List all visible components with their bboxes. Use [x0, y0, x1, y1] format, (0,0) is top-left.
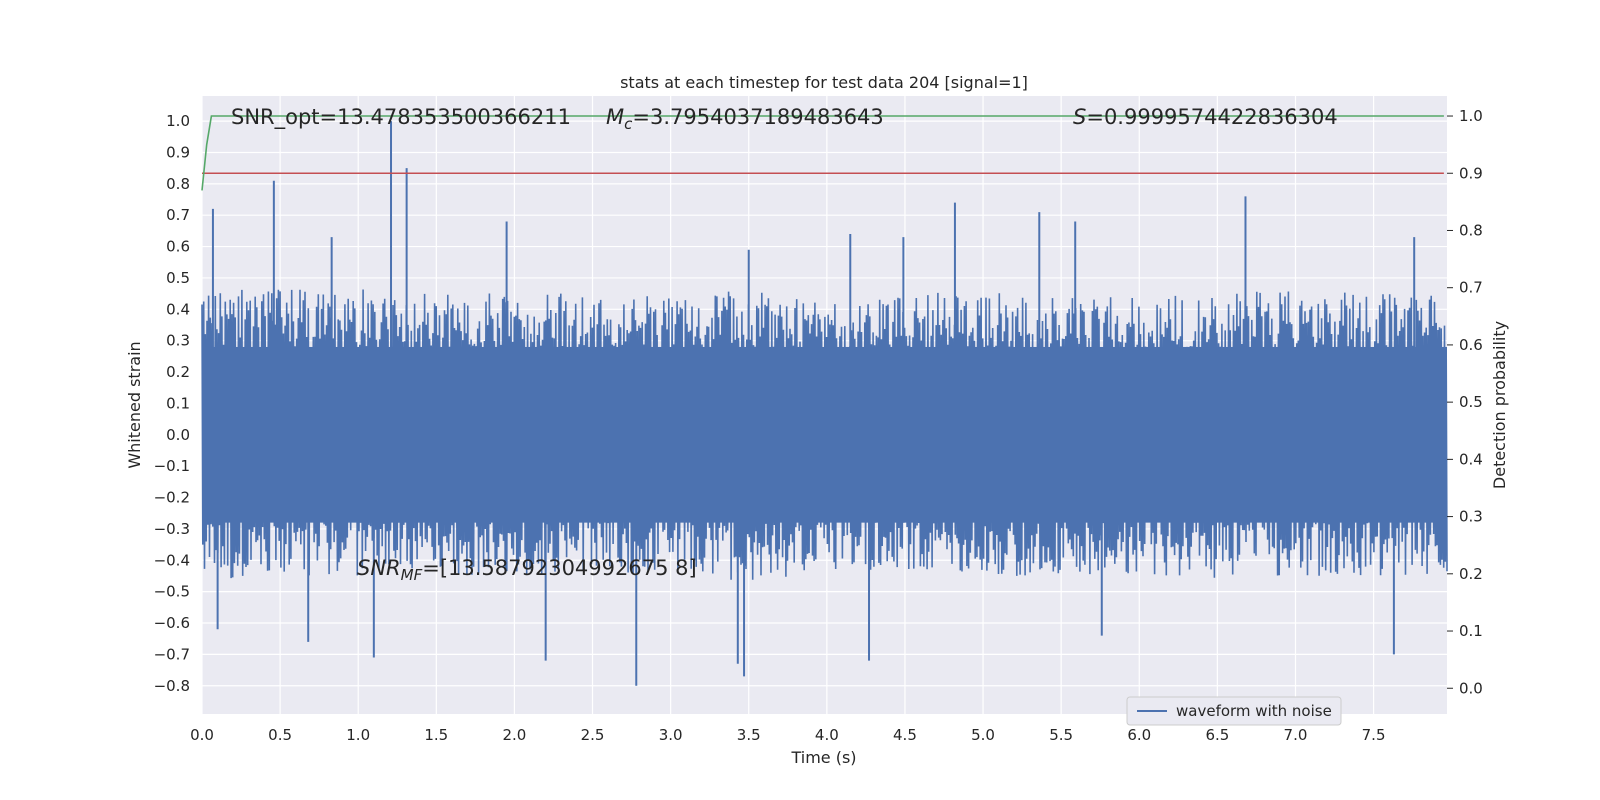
y-left-tick-label: 0.8	[166, 175, 190, 193]
y-axis-right-label: Detection probability	[1490, 321, 1509, 489]
x-tick-label: 1.0	[346, 726, 370, 744]
x-tick-label: 2.0	[502, 726, 526, 744]
y-right-tick-label: 0.7	[1459, 279, 1483, 297]
x-tick-label: 5.5	[1049, 726, 1073, 744]
x-tick-label: 0.0	[190, 726, 214, 744]
x-tick-label: 4.5	[893, 726, 917, 744]
y-right-tick-label: 0.1	[1459, 622, 1483, 640]
legend-label: waveform with noise	[1176, 702, 1332, 720]
waveform-core	[202, 346, 1447, 523]
detection-probability-line	[201, 115, 1444, 191]
annotation-snr-mf-value: =[13.58792304992675 8]	[422, 556, 696, 580]
x-tick-label: 3.5	[737, 726, 761, 744]
y-left-tick-label: 0.5	[166, 269, 190, 287]
y-left-tick-label: 0.2	[166, 363, 190, 381]
legend-box	[1126, 696, 1342, 726]
y-right-tick-label: 0.9	[1459, 164, 1483, 182]
y-left-tick-label: 0.1	[166, 394, 190, 412]
y-left-tick-label: 0.3	[166, 332, 190, 350]
x-tick-label: 5.0	[971, 726, 995, 744]
annotation-chirp-mass-subscript: c	[624, 115, 633, 133]
y-left-tick-label: −0.6	[154, 614, 190, 632]
y-right-tick-label: 0.4	[1459, 450, 1483, 468]
y-left-tick-label: −0.1	[154, 457, 190, 475]
annotation-snr-opt: SNR_opt=13.478353500366211	[231, 105, 571, 130]
series-detection-probability	[201, 115, 1444, 191]
y-left-tick-label: 0.7	[166, 206, 190, 224]
x-tick-label: 6.0	[1127, 726, 1151, 744]
y-axis-left-label: Whitened strain	[125, 341, 144, 468]
annotation-snr-mf-subscript: MF	[401, 566, 423, 584]
annotation-chirp-mass: Mc=3.7954037189483643	[606, 105, 884, 133]
annotation-score-symbol: S	[1073, 105, 1086, 129]
annotation-chirp-mass-symbol: M	[606, 105, 624, 129]
annotation-snr-mf: SNRMF=[13.58792304992675 8]	[357, 556, 697, 584]
y-right-tick-label: 0.2	[1459, 565, 1483, 583]
x-tick-label: 2.5	[581, 726, 605, 744]
x-tick-label: 4.0	[815, 726, 839, 744]
y-right-tick-label: 0.5	[1459, 393, 1483, 411]
x-tick-label: 6.5	[1205, 726, 1229, 744]
axis-ticks: 0.0 0.5 1.0 1.5 2.0 2.5 3.0 3.5 4.0 4.5 5.0 5.5 6.0 6…	[154, 107, 1483, 744]
series-waveform	[201, 121, 1448, 686]
y-left-tick-label: −0.8	[154, 677, 190, 695]
x-tick-label: 3.0	[659, 726, 683, 744]
y-right-tick-label: 0.6	[1459, 336, 1483, 354]
y-left-tick-label: 1.0	[166, 112, 190, 130]
x-tick-label: 7.5	[1362, 726, 1386, 744]
y-left-tick-label: −0.5	[154, 583, 190, 601]
y-left-tick-label: −0.4	[154, 551, 190, 569]
y-right-tick-label: 0.3	[1459, 508, 1483, 526]
x-tick-label: 0.5	[268, 726, 292, 744]
y-left-tick-label: 0.4	[166, 300, 190, 318]
y-right-tick-label: 1.0	[1459, 107, 1483, 125]
x-axis-label: Time (s)	[790, 748, 856, 767]
legend: waveform with noise	[1126, 696, 1342, 726]
annotation-snr-mf-symbol: SNR	[357, 556, 401, 580]
y-right-tick-label: 0.8	[1459, 221, 1483, 239]
y-left-tick-label: 0.9	[166, 143, 190, 161]
annotation-score-value: =0.9999574422836304	[1086, 105, 1337, 129]
y-right-tick-label: 0.0	[1459, 679, 1483, 697]
x-tick-label: 7.0	[1284, 726, 1308, 744]
x-tick-label: 1.5	[424, 726, 448, 744]
y-left-tick-label: −0.3	[154, 520, 190, 538]
annotation-chirp-mass-value: =3.7954037189483643	[632, 105, 883, 129]
y-left-tick-label: 0.6	[166, 238, 190, 256]
y-left-tick-label: −0.2	[154, 489, 190, 507]
y-left-tick-label: −0.7	[154, 645, 190, 663]
chart-title: stats at each timestep for test data 204…	[620, 73, 1028, 92]
y-left-tick-label: 0.0	[166, 426, 190, 444]
annotation-score: S=0.9999574422836304	[1073, 105, 1338, 129]
